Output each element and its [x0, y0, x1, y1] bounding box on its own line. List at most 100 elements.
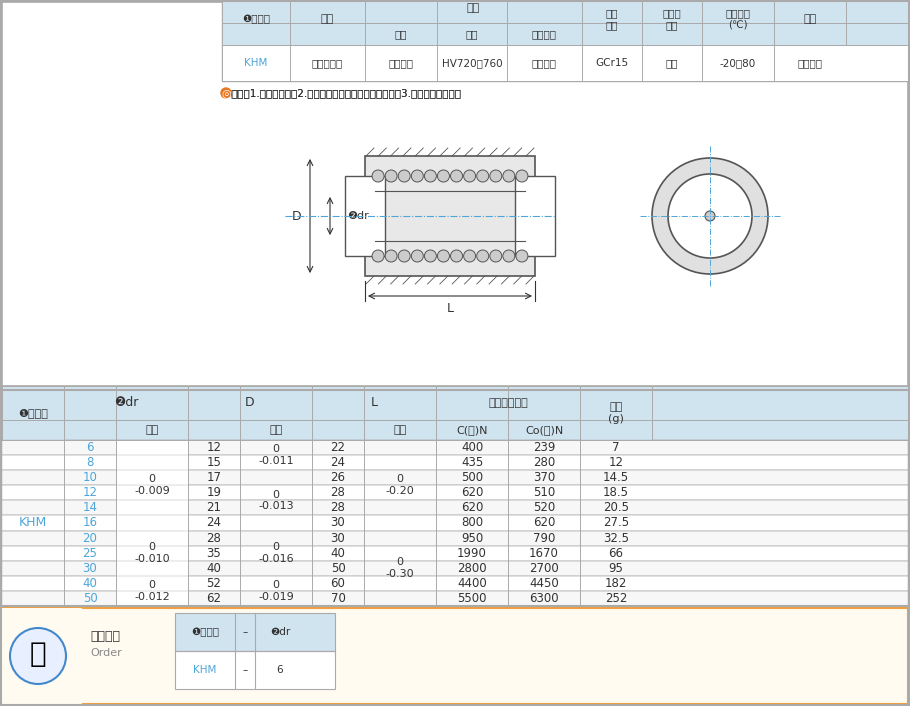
Circle shape — [516, 250, 528, 262]
Text: 950: 950 — [460, 532, 483, 544]
Text: 800: 800 — [461, 517, 483, 530]
Text: 35: 35 — [207, 546, 221, 560]
Bar — [116, 440, 188, 530]
Text: 182: 182 — [605, 577, 627, 590]
Text: 40: 40 — [207, 562, 221, 575]
Text: 0
-0.011: 0 -0.011 — [258, 444, 294, 466]
Circle shape — [385, 250, 397, 262]
Text: GCr15: GCr15 — [595, 58, 629, 68]
Circle shape — [399, 250, 410, 262]
Text: 50: 50 — [83, 592, 97, 605]
Text: 公差: 公差 — [393, 425, 407, 435]
Text: L: L — [370, 397, 378, 409]
Text: 66: 66 — [609, 546, 623, 560]
Text: C(动)N: C(动)N — [456, 425, 488, 435]
Text: 类型: 类型 — [321, 14, 334, 24]
Text: 0
-0.20: 0 -0.20 — [386, 474, 414, 496]
Text: 2700: 2700 — [529, 562, 559, 575]
Text: 12: 12 — [207, 441, 221, 454]
Circle shape — [438, 170, 450, 182]
Text: 239: 239 — [533, 441, 555, 454]
Text: 20.5: 20.5 — [603, 501, 629, 515]
Bar — [774, 0, 846, 45]
Bar — [515, 176, 555, 256]
Text: 冲压钢板: 冲压钢板 — [389, 58, 413, 68]
Text: 30: 30 — [83, 562, 97, 575]
Bar — [312, 386, 436, 420]
Text: 18.5: 18.5 — [603, 486, 629, 499]
Text: 12: 12 — [83, 486, 97, 499]
Text: 52: 52 — [207, 577, 221, 590]
Bar — [2, 530, 908, 546]
Bar — [2, 470, 908, 485]
Text: 17: 17 — [207, 471, 221, 484]
Bar — [64, 386, 188, 420]
Bar — [116, 576, 188, 606]
Bar — [2, 420, 908, 440]
Circle shape — [490, 250, 501, 262]
Circle shape — [372, 170, 384, 182]
Text: Order: Order — [90, 648, 122, 658]
Circle shape — [399, 170, 410, 182]
Circle shape — [411, 170, 423, 182]
Bar — [2, 440, 908, 455]
Text: 50: 50 — [330, 562, 346, 575]
Text: ❷dr: ❷dr — [347, 211, 369, 221]
Text: 保持架
材质: 保持架 材质 — [662, 8, 682, 30]
Circle shape — [10, 628, 66, 684]
Bar — [2, 386, 908, 606]
Text: D: D — [245, 397, 255, 409]
Bar — [2, 455, 908, 470]
Text: 外殼: 外殼 — [467, 3, 480, 13]
Text: 30: 30 — [330, 532, 346, 544]
Text: 重量
(g): 重量 (g) — [608, 402, 624, 424]
Text: 7: 7 — [612, 441, 620, 454]
Text: HV720～760: HV720～760 — [441, 58, 502, 68]
Bar — [2, 561, 908, 576]
Circle shape — [438, 250, 450, 262]
Bar — [2, 546, 908, 561]
Text: ❶类型码: ❶类型码 — [18, 408, 48, 418]
Text: 252: 252 — [605, 592, 627, 605]
Circle shape — [463, 170, 476, 182]
Text: L: L — [447, 301, 453, 314]
Bar — [345, 176, 385, 256]
Text: 0
-0.019: 0 -0.019 — [258, 580, 294, 602]
Text: 28: 28 — [330, 501, 346, 515]
Text: 27.5: 27.5 — [603, 517, 629, 530]
Circle shape — [490, 170, 501, 182]
Text: 620: 620 — [533, 517, 555, 530]
Circle shape — [424, 250, 437, 262]
Text: 基本额定负荷: 基本额定负荷 — [488, 398, 528, 408]
Text: 620: 620 — [460, 501, 483, 515]
Bar — [222, 45, 908, 81]
Text: 16: 16 — [83, 517, 97, 530]
Text: 15: 15 — [207, 456, 221, 469]
Bar — [2, 2, 908, 386]
Text: 使用温度
(℃): 使用温度 (℃) — [725, 8, 751, 30]
Text: ❷dr: ❷dr — [270, 627, 290, 637]
Bar — [2, 2, 908, 386]
Circle shape — [411, 250, 423, 262]
Text: ◎特点：1.尺寸更紧凑；2.开放式的滚珠轨道，更方便润滑；3.更好的散热性能。: ◎特点：1.尺寸更紧凑；2.开放式的滚珠轨道，更方便润滑；3.更好的散热性能。 — [222, 88, 461, 98]
Text: KHM: KHM — [19, 517, 47, 530]
Circle shape — [463, 250, 476, 262]
Text: 95: 95 — [609, 562, 623, 575]
Bar — [290, 0, 365, 45]
Text: 30: 30 — [330, 517, 346, 530]
Bar — [582, 0, 642, 45]
Text: 两端密封: 两端密封 — [797, 58, 823, 68]
Text: D: D — [292, 210, 302, 222]
Text: 0
-0.010: 0 -0.010 — [134, 542, 170, 564]
Text: ◎: ◎ — [221, 88, 231, 98]
Text: 冲压外圈型: 冲压外圈型 — [312, 58, 343, 68]
Text: 25: 25 — [83, 546, 97, 560]
Bar — [2, 591, 908, 606]
Text: 10: 10 — [83, 471, 97, 484]
Text: 280: 280 — [533, 456, 555, 469]
Bar — [175, 613, 335, 651]
Text: 14.5: 14.5 — [603, 471, 629, 484]
Text: 硬度: 硬度 — [466, 29, 479, 39]
Text: 70: 70 — [330, 592, 346, 605]
Text: 1990: 1990 — [457, 546, 487, 560]
